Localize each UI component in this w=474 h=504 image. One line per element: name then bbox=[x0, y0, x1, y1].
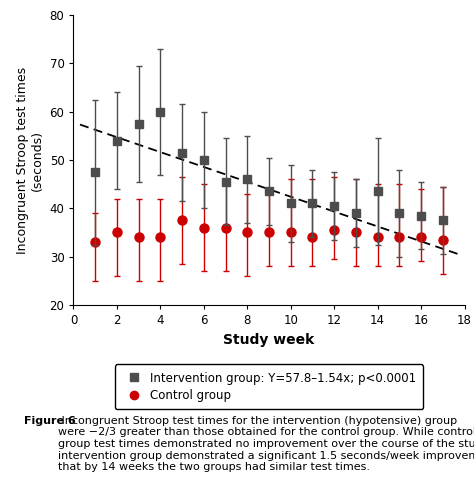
Text: Incongruent Stroop test times for the intervention (hypotensive) group
were −2/3: Incongruent Stroop test times for the in… bbox=[58, 416, 474, 472]
X-axis label: Study week: Study week bbox=[223, 333, 315, 347]
Text: Figure 6: Figure 6 bbox=[24, 416, 75, 426]
Y-axis label: Incongruent Stroop test times
(seconds): Incongruent Stroop test times (seconds) bbox=[16, 67, 44, 254]
Legend: Intervention group: Y=57.8–1.54x; p<0.0001, Control group: Intervention group: Y=57.8–1.54x; p<0.00… bbox=[115, 364, 423, 409]
